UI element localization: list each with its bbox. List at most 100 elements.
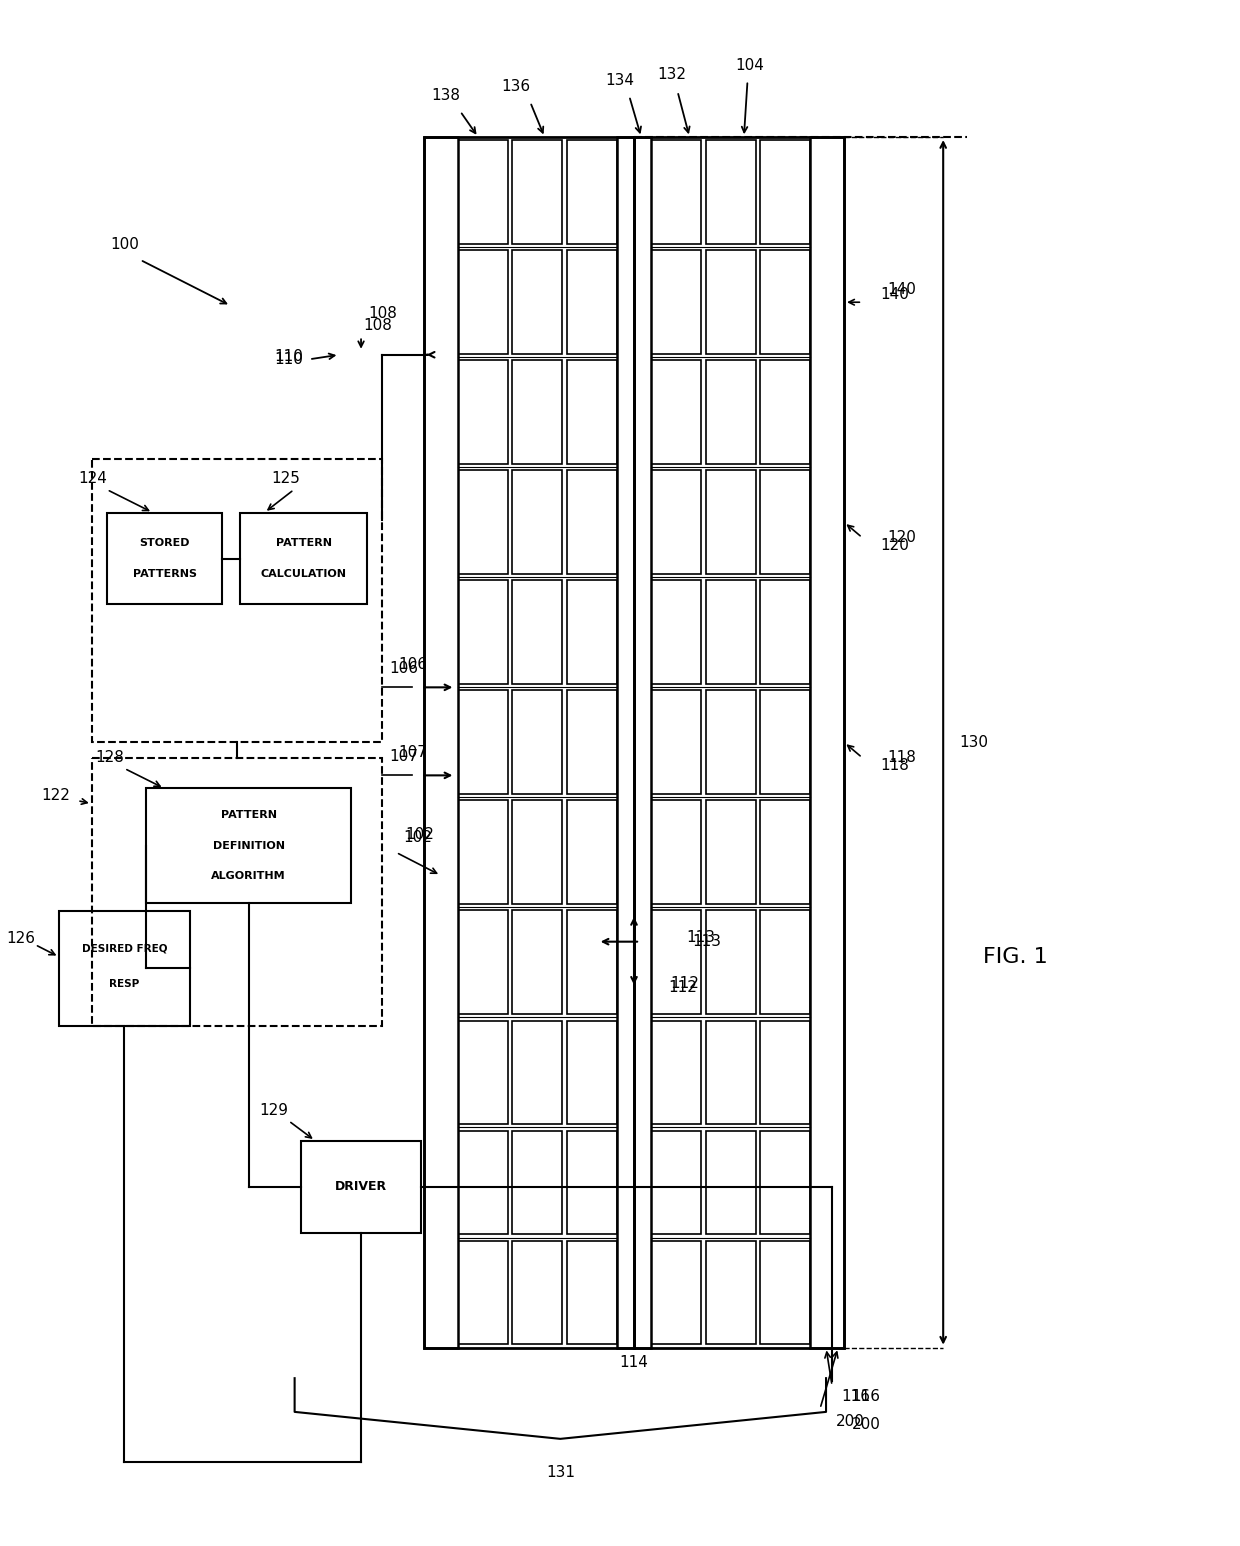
Text: 100: 100 <box>110 237 139 252</box>
Text: 129: 129 <box>259 1102 289 1118</box>
Text: 112: 112 <box>668 980 697 996</box>
Text: 116: 116 <box>842 1388 870 1404</box>
Bar <box>512 580 563 685</box>
Text: 126: 126 <box>6 931 35 946</box>
Bar <box>651 1240 701 1345</box>
Bar <box>458 801 507 904</box>
Text: 108: 108 <box>363 318 392 332</box>
Bar <box>651 1130 701 1234</box>
Bar <box>458 1240 507 1345</box>
Bar <box>706 911 755 1014</box>
Text: PATTERN: PATTERN <box>221 810 277 819</box>
Text: FIG. 1: FIG. 1 <box>983 946 1048 966</box>
Bar <box>567 360 618 464</box>
Text: 108: 108 <box>368 306 397 322</box>
Text: 102: 102 <box>403 830 433 844</box>
Bar <box>651 801 701 904</box>
Bar <box>567 691 618 795</box>
Bar <box>651 1020 701 1124</box>
Bar <box>810 138 844 1348</box>
Bar <box>458 470 507 574</box>
Bar <box>424 138 634 1348</box>
Bar <box>458 911 507 1014</box>
Bar <box>146 788 351 903</box>
Text: PATTERN: PATTERN <box>275 538 331 549</box>
Bar <box>760 250 810 354</box>
Text: 132: 132 <box>657 66 686 82</box>
Bar <box>567 1130 618 1234</box>
Text: 104: 104 <box>735 57 764 73</box>
Bar <box>651 141 701 244</box>
Bar <box>651 911 701 1014</box>
Bar <box>512 1130 563 1234</box>
Bar <box>458 1020 507 1124</box>
Bar <box>92 758 382 1027</box>
Bar <box>512 911 563 1014</box>
Bar <box>567 1020 618 1124</box>
Bar <box>618 138 651 1348</box>
Bar <box>567 470 618 574</box>
Bar <box>760 1240 810 1345</box>
Text: 112: 112 <box>671 976 699 991</box>
Bar <box>706 691 755 795</box>
Text: 140: 140 <box>888 283 916 297</box>
Bar <box>458 141 507 244</box>
Bar <box>424 138 458 1348</box>
Text: 200: 200 <box>852 1416 880 1432</box>
Bar <box>760 580 810 685</box>
Text: 113: 113 <box>686 929 715 945</box>
Text: 114: 114 <box>620 1356 649 1370</box>
Bar <box>458 1130 507 1234</box>
Text: 120: 120 <box>880 538 909 553</box>
Text: 138: 138 <box>432 88 460 104</box>
Text: 125: 125 <box>272 472 300 487</box>
Bar <box>241 513 367 604</box>
Bar <box>458 691 507 795</box>
Bar <box>706 470 755 574</box>
Bar <box>458 360 507 464</box>
Bar <box>567 250 618 354</box>
Text: 131: 131 <box>546 1466 575 1480</box>
Bar <box>512 801 563 904</box>
Bar <box>706 1020 755 1124</box>
Text: 113: 113 <box>692 934 720 949</box>
Text: 200: 200 <box>836 1413 864 1429</box>
Text: RESP: RESP <box>109 979 139 988</box>
Text: 110: 110 <box>274 352 303 366</box>
Bar <box>567 1240 618 1345</box>
Bar <box>706 1240 755 1345</box>
Text: 136: 136 <box>501 79 531 94</box>
Text: DRIVER: DRIVER <box>335 1180 387 1194</box>
Bar <box>92 459 382 742</box>
Bar <box>60 911 190 1027</box>
Bar <box>706 360 755 464</box>
Text: 107: 107 <box>398 745 428 761</box>
Text: 120: 120 <box>888 530 916 546</box>
Bar <box>760 691 810 795</box>
Text: 110: 110 <box>274 349 303 363</box>
Bar <box>706 141 755 244</box>
Bar <box>760 1130 810 1234</box>
Bar <box>651 250 701 354</box>
Bar <box>300 1141 422 1232</box>
Text: 130: 130 <box>959 734 988 750</box>
Text: DESIRED FREQ: DESIRED FREQ <box>82 943 167 954</box>
Bar <box>108 513 222 604</box>
Bar <box>512 470 563 574</box>
Bar <box>706 580 755 685</box>
Bar <box>512 1240 563 1345</box>
Text: ALGORITHM: ALGORITHM <box>211 872 286 881</box>
Bar <box>760 801 810 904</box>
Bar <box>567 580 618 685</box>
Bar <box>706 1130 755 1234</box>
Text: 124: 124 <box>78 472 107 487</box>
Text: 128: 128 <box>95 750 124 765</box>
Bar <box>512 141 563 244</box>
Text: STORED: STORED <box>140 538 190 549</box>
Bar <box>651 691 701 795</box>
Text: CALCULATION: CALCULATION <box>260 569 347 578</box>
Bar <box>760 141 810 244</box>
Text: PATTERNS: PATTERNS <box>133 569 197 578</box>
Bar <box>512 360 563 464</box>
Bar <box>458 580 507 685</box>
